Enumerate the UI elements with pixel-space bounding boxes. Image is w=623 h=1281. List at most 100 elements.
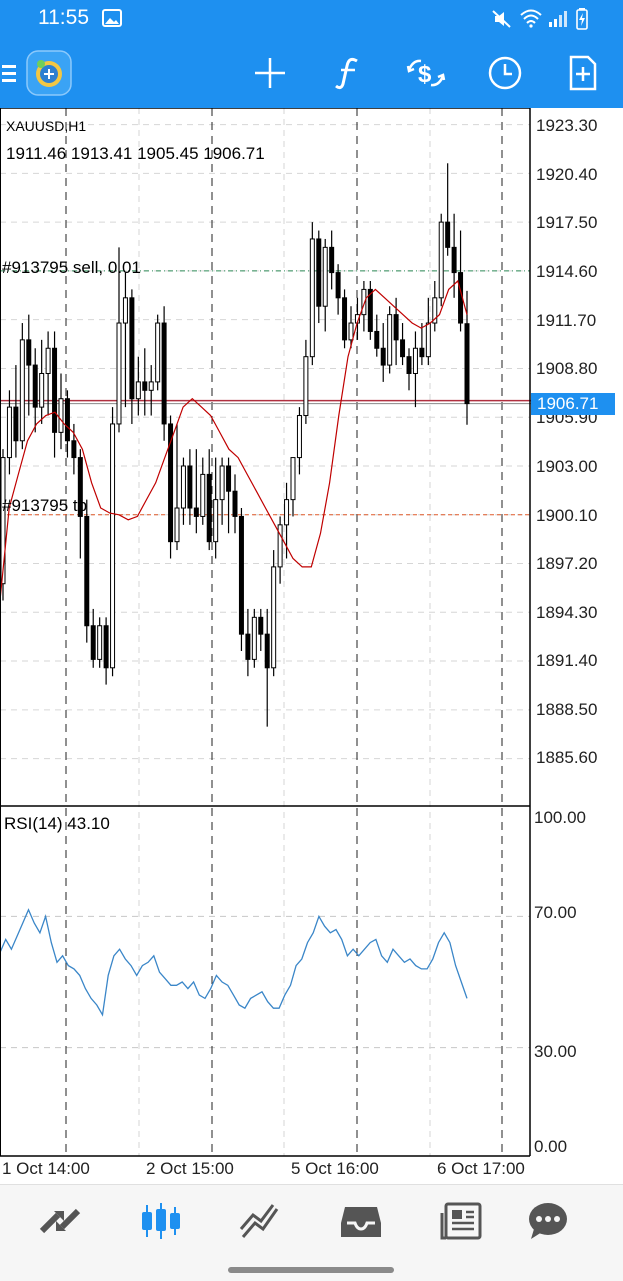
candle-body [45,347,51,374]
chart-canvas[interactable] [0,108,623,1184]
candle-body [348,322,354,341]
candle-body [58,398,64,433]
timeframe-icon[interactable] [483,38,527,108]
candle-body [213,499,219,543]
candle-body [187,465,193,509]
indicators-icon[interactable] [326,38,370,108]
candle-body [97,625,103,660]
candle-body [245,633,251,660]
candle-body [116,322,122,425]
symbol-label: XAUUSD,H1 [6,118,87,134]
signal-icon [549,11,567,27]
take-profit-label[interactable]: #913795 tp [2,496,88,515]
price-tick: 1897.20 [536,554,598,573]
charts-icon[interactable] [131,1199,191,1243]
sell-order-label[interactable]: #913795 sell, 0.01 [2,258,141,277]
candle-body [393,314,399,341]
candle-body [200,473,206,517]
candle-body [103,625,109,669]
candle-body [335,272,341,299]
candle-body [380,347,386,366]
candle-body [277,524,283,568]
candle-body [64,398,70,442]
price-tick: 1920.40 [536,165,598,184]
price-tick: 1894.30 [536,603,598,622]
news-icon[interactable] [432,1199,492,1243]
candle-body [296,415,302,459]
rsi-series [0,908,468,1017]
candle-body [77,457,83,517]
candle-body [148,381,154,391]
rsi-label: RSI(14) 43.10 [4,814,110,833]
candle-body [232,490,238,517]
price-tick: 1891.40 [536,651,598,670]
candle-body [180,465,186,509]
price-tick: 1923.30 [536,116,598,135]
toolbar: $ [0,38,623,108]
trade-chart-icon[interactable] [231,1199,291,1243]
candle-body [219,465,225,501]
time-tick: 6 Oct 17:00 [437,1159,525,1178]
candle-body [19,339,25,442]
app-logo-icon [24,38,74,108]
trade-icon[interactable]: $ [403,38,449,108]
moving-average-line [0,279,468,601]
candle-body [52,347,58,433]
current-price-tag: 1906.71 [531,393,615,415]
price-tick: 1908.80 [536,359,598,378]
candle-body [122,297,128,324]
rsi-tick: 70.00 [534,903,577,922]
candle-body [264,633,270,669]
candle-body [0,457,6,585]
candle-body [129,297,135,400]
messages-icon[interactable] [518,1199,578,1243]
price-tick: 1885.60 [536,748,598,767]
quotes-icon[interactable] [30,1199,90,1243]
time-tick: 2 Oct 15:00 [146,1159,234,1178]
candle-body [161,322,167,425]
candle-body [168,423,174,543]
candle-body [419,347,425,358]
candle-body [464,323,470,405]
candle-body [142,381,148,391]
price-tick: 1917.50 [536,213,598,232]
candle-body [445,221,451,248]
home-indicator[interactable] [228,1267,394,1273]
candlestick-series [0,163,470,727]
candle-body [329,246,335,274]
price-tick: 1911.70 [536,311,597,330]
candle-body [174,507,180,543]
moving-average-series [0,279,468,601]
candle-body [6,406,12,459]
candle-body [451,246,457,274]
price-tick: 1903.00 [536,457,598,476]
candle-body [206,473,212,543]
candle-body [258,616,264,635]
gallery-icon [102,9,122,27]
mute-icon [492,10,511,28]
candle-body [71,440,77,459]
candle-body [425,322,431,358]
candle-body [387,314,393,366]
rsi-line [0,908,468,1017]
candle-body [361,288,367,316]
candle-body [13,406,19,442]
candle-body [32,364,38,408]
status-bar: 11:55 [0,0,623,38]
price-tick: 1900.10 [536,506,598,525]
candle-body [303,356,309,417]
candle-body [226,465,232,492]
candle-body [406,356,412,374]
candle-body [290,457,296,501]
candle-body [400,339,406,358]
add-object-icon[interactable] [561,38,605,108]
menu-icon[interactable] [0,38,20,108]
crosshair-icon[interactable] [248,38,292,108]
price-tick: 1914.60 [536,262,598,281]
time-tick: 1 Oct 14:00 [2,1159,90,1178]
history-icon[interactable] [331,1199,391,1243]
rsi-tick: 100.00 [534,808,586,827]
chart-area[interactable]: XAUUSD,H1 1911.46 1913.41 1905.45 1906.7… [0,108,623,1184]
candle-body [438,221,444,299]
bottom-navigation [0,1184,623,1281]
